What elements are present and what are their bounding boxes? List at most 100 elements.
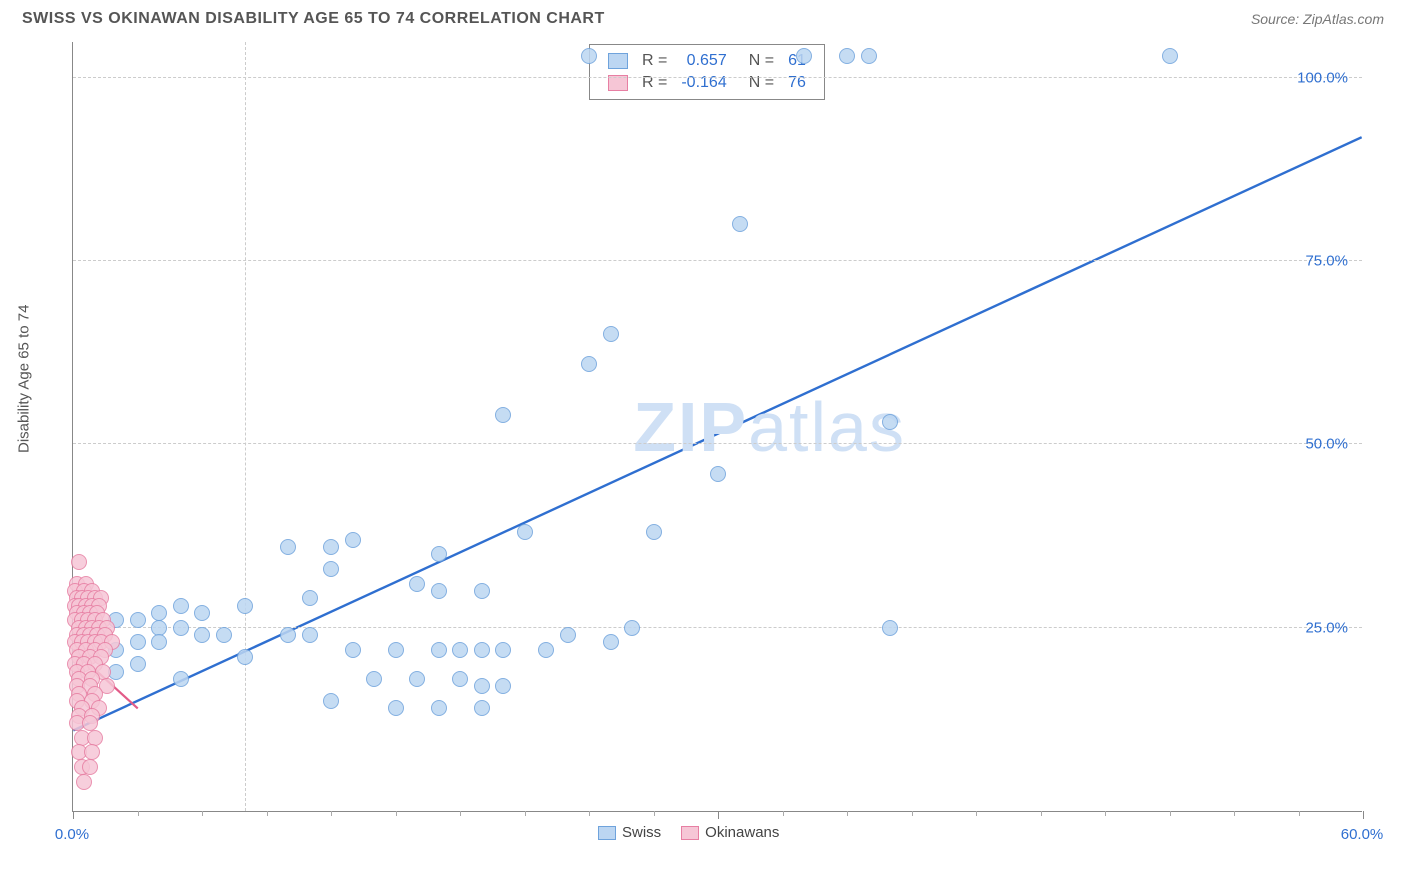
x-tick-minor bbox=[847, 811, 848, 816]
data-point bbox=[345, 642, 361, 658]
data-point bbox=[84, 744, 100, 760]
data-point bbox=[474, 678, 490, 694]
x-tick-minor bbox=[267, 811, 268, 816]
data-point bbox=[517, 524, 533, 540]
data-point bbox=[302, 627, 318, 643]
data-point bbox=[151, 634, 167, 650]
legend-label: Swiss bbox=[622, 824, 661, 841]
legend-swatch bbox=[681, 826, 699, 840]
data-point bbox=[237, 598, 253, 614]
data-point bbox=[366, 671, 382, 687]
data-point bbox=[87, 730, 103, 746]
x-tick-minor bbox=[460, 811, 461, 816]
x-tick-minor bbox=[912, 811, 913, 816]
data-point bbox=[624, 620, 640, 636]
chart-container: SWISS VS OKINAWAN DISABILITY AGE 65 TO 7… bbox=[0, 0, 1406, 892]
x-tick-minor bbox=[976, 811, 977, 816]
data-point bbox=[431, 642, 447, 658]
x-tick-minor bbox=[1299, 811, 1300, 816]
data-point bbox=[280, 539, 296, 555]
x-tick-major bbox=[1363, 811, 1364, 819]
trend-line bbox=[73, 137, 1361, 730]
data-point bbox=[452, 642, 468, 658]
data-point bbox=[431, 583, 447, 599]
data-point bbox=[82, 715, 98, 731]
data-point bbox=[1162, 48, 1178, 64]
title-bar: SWISS VS OKINAWAN DISABILITY AGE 65 TO 7… bbox=[0, 0, 1406, 34]
data-point bbox=[173, 671, 189, 687]
legend-n-label: N = bbox=[735, 51, 780, 71]
data-point bbox=[82, 759, 98, 775]
y-tick-label: 25.0% bbox=[1305, 619, 1348, 636]
x-tick-minor bbox=[589, 811, 590, 816]
data-point bbox=[796, 48, 812, 64]
data-point bbox=[538, 642, 554, 658]
y-tick-label: 75.0% bbox=[1305, 253, 1348, 270]
data-point bbox=[280, 627, 296, 643]
y-tick-label: 100.0% bbox=[1297, 69, 1348, 86]
data-point bbox=[388, 642, 404, 658]
data-point bbox=[323, 539, 339, 555]
data-point bbox=[474, 583, 490, 599]
data-point bbox=[173, 620, 189, 636]
data-point bbox=[302, 590, 318, 606]
legend-swatch bbox=[608, 53, 628, 69]
plot-area: ZIPatlas R =0.657N =61R =-0.164N =76 25.… bbox=[72, 42, 1362, 812]
gridline-h bbox=[73, 260, 1362, 261]
data-point bbox=[581, 48, 597, 64]
data-point bbox=[76, 774, 92, 790]
x-tick-major bbox=[73, 811, 74, 819]
series-legend: Swiss Okinawans bbox=[588, 824, 789, 844]
data-point bbox=[603, 634, 619, 650]
data-point bbox=[194, 627, 210, 643]
data-point bbox=[474, 642, 490, 658]
data-point bbox=[495, 642, 511, 658]
data-point bbox=[323, 693, 339, 709]
watermark-bold: ZIP bbox=[633, 388, 748, 466]
data-point bbox=[560, 627, 576, 643]
data-point bbox=[151, 620, 167, 636]
legend-swatch bbox=[598, 826, 616, 840]
y-tick-label: 50.0% bbox=[1305, 436, 1348, 453]
data-point bbox=[71, 554, 87, 570]
data-point bbox=[882, 620, 898, 636]
gridline-h bbox=[73, 443, 1362, 444]
gridline-h bbox=[73, 627, 1362, 628]
correlation-legend: R =0.657N =61R =-0.164N =76 bbox=[589, 44, 825, 100]
data-point bbox=[603, 326, 619, 342]
legend-item: Okinawans bbox=[681, 824, 779, 841]
x-tick-minor bbox=[202, 811, 203, 816]
legend-r-value: 0.657 bbox=[675, 51, 732, 71]
x-tick-minor bbox=[331, 811, 332, 816]
data-point bbox=[882, 414, 898, 430]
watermark-light: atlas bbox=[748, 388, 906, 466]
data-point bbox=[474, 700, 490, 716]
source-label: Source: ZipAtlas.com bbox=[1251, 11, 1384, 27]
legend-item: Swiss bbox=[598, 824, 661, 841]
data-point bbox=[861, 48, 877, 64]
data-point bbox=[130, 634, 146, 650]
x-tick-major bbox=[718, 811, 719, 819]
legend-label: Okinawans bbox=[705, 824, 779, 841]
data-point bbox=[431, 700, 447, 716]
data-point bbox=[839, 48, 855, 64]
gridline-v-dash bbox=[245, 42, 246, 811]
watermark: ZIPatlas bbox=[633, 387, 906, 467]
y-axis-label: Disability Age 65 to 74 bbox=[16, 305, 33, 453]
data-point bbox=[130, 656, 146, 672]
data-point bbox=[173, 598, 189, 614]
data-point bbox=[495, 678, 511, 694]
data-point bbox=[732, 216, 748, 232]
data-point bbox=[130, 612, 146, 628]
chart-title: SWISS VS OKINAWAN DISABILITY AGE 65 TO 7… bbox=[22, 10, 605, 28]
data-point bbox=[323, 561, 339, 577]
data-point bbox=[151, 605, 167, 621]
chart-area: Disability Age 65 to 74 ZIPatlas R =0.65… bbox=[22, 34, 1384, 872]
data-point bbox=[345, 532, 361, 548]
data-point bbox=[409, 576, 425, 592]
data-point bbox=[495, 407, 511, 423]
data-point bbox=[646, 524, 662, 540]
x-tick-minor bbox=[138, 811, 139, 816]
x-tick-minor bbox=[654, 811, 655, 816]
legend-r-label: R = bbox=[636, 51, 673, 71]
